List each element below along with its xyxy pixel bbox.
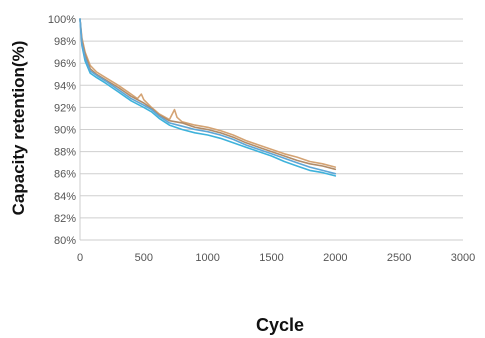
x-tick-label: 1500 <box>259 252 283 264</box>
x-tick-label: 500 <box>135 252 153 264</box>
x-tick-label: 2000 <box>323 252 347 264</box>
y-tick-labels: 80% 82% 84% 86% 88% 90% 92% 94% 96% 98% 100% <box>48 14 76 247</box>
x-tick-label: 1000 <box>195 252 219 264</box>
y-tick-label: 84% <box>54 191 76 203</box>
series-lines <box>79 18 337 177</box>
y-tick-label: 88% <box>54 147 76 159</box>
series-line-4 <box>79 18 337 175</box>
y-tick-label: 92% <box>54 102 76 114</box>
y-tick-label: 86% <box>54 169 76 181</box>
x-tick-label: 3000 <box>451 252 475 264</box>
grid-lines <box>80 18 463 241</box>
y-tick-label: 96% <box>54 58 76 70</box>
series-line-2 <box>79 18 337 171</box>
y-axis-title: Capacity retention(%) <box>9 41 28 216</box>
series-line-3 <box>79 18 337 177</box>
y-tick-label: 80% <box>54 235 76 247</box>
y-tick-label: 94% <box>54 80 76 92</box>
x-tick-labels: 0 500 1000 1500 2000 2500 3000 <box>77 252 475 264</box>
x-tick-label: 0 <box>77 252 83 264</box>
y-tick-label: 90% <box>54 125 76 137</box>
y-tick-label: 82% <box>54 213 76 225</box>
y-tick-label: 98% <box>54 36 76 48</box>
series-line-1 <box>79 18 337 168</box>
x-tick-label: 2500 <box>387 252 411 264</box>
x-axis-title: Cycle <box>256 315 304 335</box>
y-tick-label: 100% <box>48 14 76 26</box>
